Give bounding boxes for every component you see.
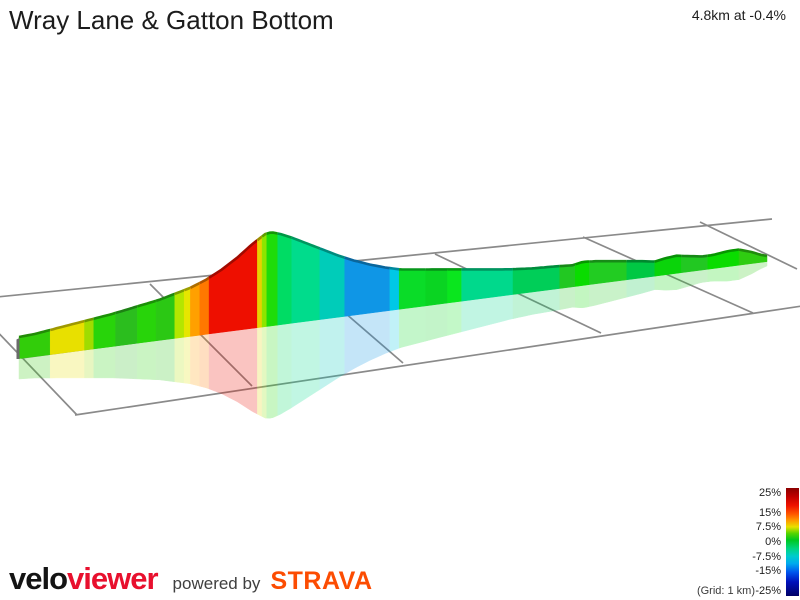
ribbon-start-cap — [16, 338, 20, 359]
strava-logo[interactable]: STRAVA — [270, 567, 373, 595]
veloviewer-logo[interactable]: veloviewer — [9, 561, 159, 597]
elevation-ribbon — [18, 231, 768, 359]
veloviewer-logo-viewer: viewer — [67, 561, 159, 596]
veloviewer-logo-velo: velo — [9, 561, 68, 596]
page-title: Wray Lane & Gatton Bottom — [9, 5, 334, 35]
powered-by-label: powered by — [172, 574, 261, 593]
branding-footer: veloviewer powered by STRAVA — [9, 561, 373, 597]
ribbon-reflection — [18, 260, 768, 419]
route-summary: 4.8km at -0.4% — [691, 7, 786, 23]
